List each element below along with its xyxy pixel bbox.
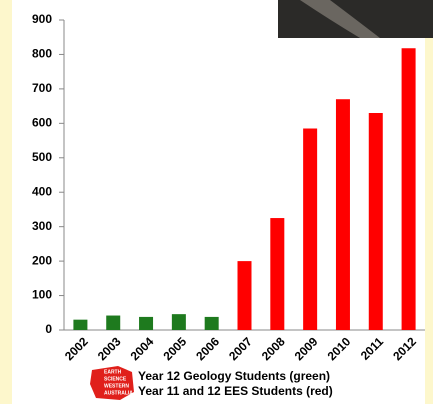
- y-tick-label: 100: [32, 288, 52, 302]
- logo-text: WESTERN: [104, 383, 129, 389]
- y-tick-label: 900: [32, 12, 52, 26]
- bar: [401, 48, 416, 330]
- logo-text: AUSTRALIA: [104, 390, 133, 396]
- bar: [73, 319, 88, 330]
- legend-label: Year 11 and 12 EES Students (red): [138, 384, 333, 398]
- logo-text: SCIENCE: [104, 376, 127, 382]
- bar: [237, 261, 252, 330]
- y-tick-label: 200: [32, 253, 52, 267]
- bar: [270, 218, 285, 330]
- y-tick-label: 700: [32, 81, 52, 95]
- plot-panel: [12, 0, 425, 404]
- logo-text: EARTH: [104, 369, 122, 375]
- y-tick-label: 500: [32, 150, 52, 164]
- y-tick-label: 400: [32, 184, 52, 198]
- y-tick-label: 0: [45, 322, 52, 336]
- bar: [139, 316, 154, 330]
- bar: [171, 314, 186, 330]
- bar: [335, 99, 350, 330]
- y-tick-label: 300: [32, 219, 52, 233]
- bar: [368, 113, 383, 330]
- photo-detail: [300, 0, 380, 38]
- bar: [106, 315, 121, 330]
- legend-label: Year 12 Geology Students (green): [138, 369, 330, 383]
- logo-shape: [90, 366, 134, 400]
- y-tick-label: 800: [32, 47, 52, 61]
- bar: [303, 128, 318, 330]
- bar: [204, 316, 219, 330]
- y-tick-label: 600: [32, 116, 52, 130]
